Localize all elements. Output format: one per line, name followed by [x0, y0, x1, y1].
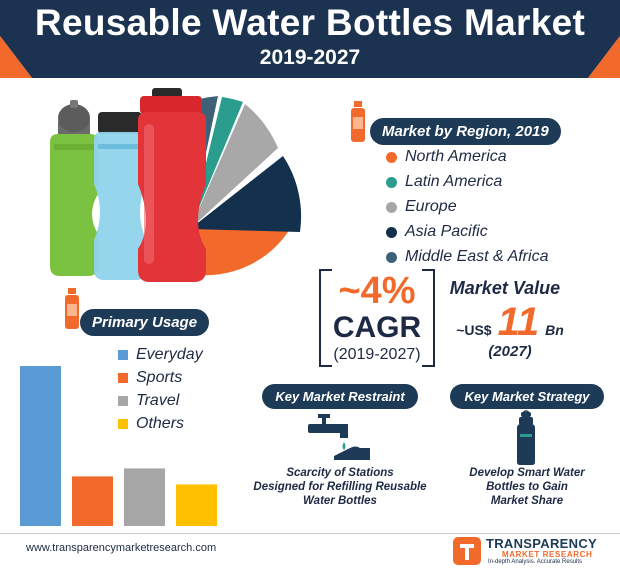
bar-others — [176, 484, 217, 526]
red-bottle-icon — [138, 88, 206, 282]
usage-heading: Primary Usage — [80, 309, 210, 336]
region-pie-illustration — [50, 88, 302, 282]
strategy-line: Bottles to Gain — [486, 481, 568, 493]
header-banner — [0, 0, 620, 78]
market-value-figure: ~US$ 11 Bn — [440, 300, 580, 345]
region-label: Middle East & Africa — [405, 248, 549, 265]
bottle-icon — [65, 288, 79, 329]
water-tap-icon — [308, 414, 370, 460]
restraint-line: Designed for Refilling Reusable — [253, 481, 427, 493]
market-value-number: 11 — [497, 300, 540, 344]
pie-slice-europe — [190, 104, 278, 229]
hexagon-bullet-icon — [386, 201, 397, 213]
usage-item-everyday: Everyday — [118, 346, 203, 364]
usage-bar-chart — [20, 366, 217, 526]
restraint-line: Water Bottles — [303, 495, 377, 507]
strategy-line: Market Share — [490, 495, 564, 507]
usage-item-travel: Travel — [118, 392, 203, 410]
usage-label: Others — [136, 415, 185, 432]
region-label: Latin America — [405, 173, 503, 190]
usage-label: Sports — [136, 369, 183, 386]
brand-name: TRANSPARENCY — [486, 536, 597, 551]
market-value-year: (2027) — [488, 343, 532, 360]
green-bottle-icon — [50, 100, 98, 276]
legend-swatch — [118, 350, 128, 360]
restraint-description: Scarcity of Stations Designed for Refill… — [252, 466, 428, 508]
region-item-middle-east-africa: Middle East & Africa — [386, 248, 548, 266]
hexagon-bullet-icon — [386, 151, 397, 163]
usage-label: Everyday — [136, 346, 203, 363]
pie-slice-asia-pacific — [190, 156, 302, 232]
strategy-description: Develop Smart Water Bottles to Gain Mark… — [450, 466, 604, 508]
footer-divider — [0, 533, 620, 534]
hexagon-bullet-icon — [386, 226, 397, 238]
region-label: North America — [405, 148, 507, 165]
region-item-latin-america: Latin America — [386, 173, 548, 191]
restraint-heading: Key Market Restraint — [262, 384, 418, 409]
smart-bottle-icon — [517, 410, 535, 465]
cagr-value: ~4% — [338, 270, 416, 312]
region-heading: Market by Region, 2019 — [370, 118, 561, 145]
region-item-asia-pacific: Asia Pacific — [386, 223, 548, 241]
usage-item-sports: Sports — [118, 369, 203, 387]
region-legend: North America Latin America Europe Asia … — [386, 148, 548, 266]
region-item-europe: Europe — [386, 198, 548, 216]
usage-item-others: Others — [118, 415, 203, 433]
bar-everyday — [20, 366, 61, 526]
bottle-icon — [351, 101, 365, 142]
cagr-bracket — [319, 269, 435, 367]
cagr-label: CAGR — [332, 311, 422, 344]
market-value-unit: Bn — [545, 322, 564, 338]
legend-swatch — [118, 396, 128, 406]
pie-slice-latin-america — [190, 97, 243, 229]
hexagon-bullet-icon — [386, 176, 397, 188]
pie-slice-north-america — [190, 229, 290, 276]
strategy-line: Develop Smart Water — [469, 467, 585, 479]
brand-tagline: In-depth Analysis. Accurate Results — [488, 559, 583, 565]
restraint-line: Scarcity of Stations — [286, 467, 394, 479]
blue-bottle-icon — [94, 112, 146, 280]
region-item-north-america: North America — [386, 148, 548, 166]
region-label: Europe — [405, 198, 457, 215]
market-value-prefix: ~US$ — [456, 322, 492, 338]
page-title: Reusable Water Bottles Market — [34, 2, 586, 43]
hexagon-bullet-icon — [386, 251, 397, 263]
strategy-heading: Key Market Strategy — [450, 384, 604, 409]
tmr-logo-icon — [453, 537, 481, 565]
page-subtitle-years: 2019-2027 — [259, 46, 361, 69]
legend-swatch — [118, 419, 128, 429]
usage-legend: Everyday Sports Travel Others — [118, 346, 203, 433]
bar-travel — [124, 468, 165, 526]
footer-url[interactable]: www.transparencymarketresearch.com — [26, 542, 217, 554]
market-value-heading: Market Value — [449, 278, 561, 298]
cagr-period: (2019-2027) — [333, 346, 421, 363]
usage-label: Travel — [136, 392, 180, 409]
bar-sports — [72, 476, 113, 526]
region-label: Asia Pacific — [405, 223, 488, 240]
brand-subname: MARKET RESEARCH — [502, 550, 593, 559]
legend-swatch — [118, 373, 128, 383]
